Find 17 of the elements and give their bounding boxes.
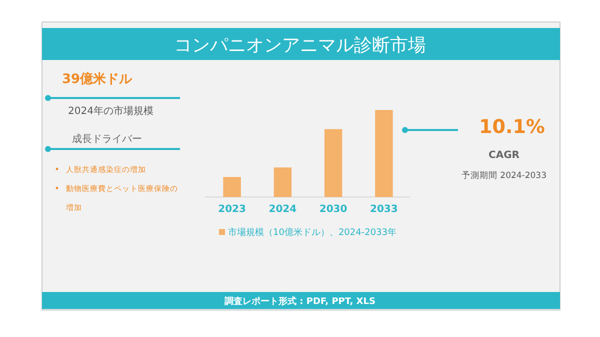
- text: 調査レポート形式 : PDF, PPT, XLS: [224, 296, 376, 307]
- legend-label: 市場規模（10億米ドル）、2024-2033年: [228, 227, 397, 238]
- chart-title: コンパニオンアニマル診断市場: [174, 35, 426, 56]
- bar: [375, 110, 393, 197]
- text: 成長ドライバー: [72, 133, 142, 145]
- bar: [324, 129, 342, 197]
- bar: [223, 176, 241, 197]
- text: 39億米ドル: [62, 71, 134, 87]
- x-tick-label: 2030: [319, 204, 348, 215]
- text: 予測期間 2024-2033: [461, 170, 547, 181]
- text: 10.1%: [479, 116, 545, 138]
- x-tick-label: 2024: [268, 204, 297, 215]
- x-tick-label: 2033: [370, 204, 398, 215]
- text: 2024年の市場規模: [68, 105, 154, 117]
- x-tick-label: 2023: [218, 204, 246, 215]
- bar: [274, 167, 292, 197]
- text: CAGR: [488, 150, 520, 161]
